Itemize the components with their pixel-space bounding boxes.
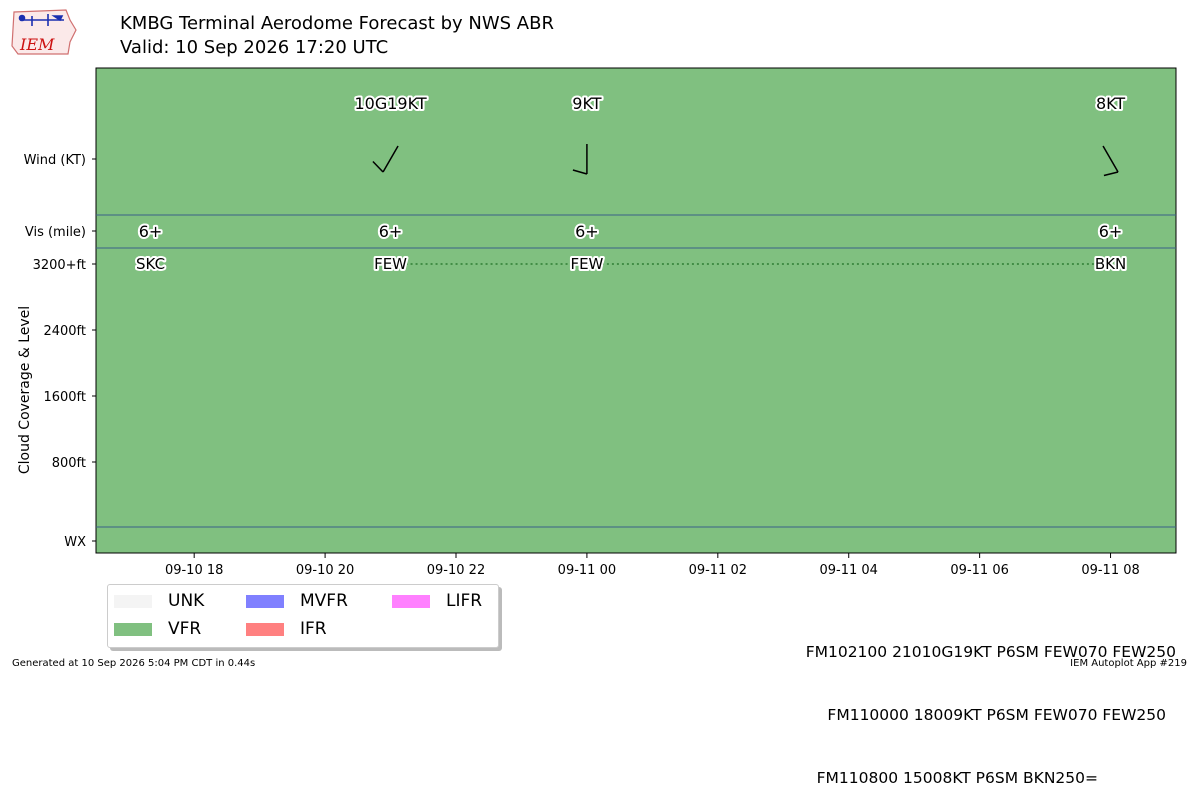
legend: UNK VFR MVFR IFR LIFR [107, 584, 499, 648]
y-label-cloud-800: 800ft [52, 456, 86, 471]
x-tick-label: 09-11 04 [820, 563, 878, 578]
visibility-label: 6+ [379, 222, 403, 241]
legend-swatch-unk [114, 594, 152, 608]
y-axis: Wind (KT) Vis (mile) 3200+ft 2400ft 1600… [24, 153, 96, 550]
y-label-cloud-3200: 3200+ft [33, 258, 86, 273]
raw-taf-line-2: FM110000 18009KT P6SM FEW070 FEW250 [827, 706, 1166, 724]
legend-swatch-mvfr [246, 594, 284, 608]
legend-item-ifr: IFR [246, 619, 327, 639]
legend-label-lifr: LIFR [446, 591, 483, 611]
cloud-coverage-label: BKN [1095, 255, 1126, 273]
x-axis: 09-10 18 09-10 20 09-10 22 09-11 00 09-11 02… [165, 553, 1140, 578]
x-tick-label: 09-10 22 [427, 563, 485, 578]
iowa-state-outline [11, 9, 77, 55]
legend-label-ifr: IFR [300, 619, 327, 639]
weather-station-icon [18, 14, 64, 26]
wind-speed-label: 10G19KT [354, 94, 426, 113]
x-tick-label: 09-11 00 [558, 563, 616, 578]
footer-app-id: IEM Autoplot App #219 [1070, 658, 1187, 669]
wind-barb-staff [382, 145, 399, 173]
wind-barb [1102, 145, 1119, 177]
taf-chart: Wind (KT) Vis (mile) 3200+ft 2400ft 1600… [17, 67, 1177, 578]
chart-title: KMBG Terminal Aerodome Forecast by NWS A… [120, 13, 554, 34]
wind-barb-staff [1102, 145, 1119, 173]
wind-barb [372, 145, 399, 173]
wind-barb-feather [1103, 171, 1119, 177]
raw-taf-line-1: FM102100 21010G19KT P6SM FEW070 FEW250 [805, 643, 1176, 661]
legend-swatch-ifr [246, 622, 284, 636]
iem-logo: IEM [11, 9, 77, 55]
x-tick-label: 09-11 02 [689, 563, 747, 578]
plot-area [95, 67, 1177, 554]
legend-swatch-lifr [392, 594, 430, 608]
legend-item-mvfr: MVFR [246, 591, 348, 611]
cloud-coverage-label: FEW [374, 255, 407, 273]
y-axis-title: Cloud Coverage & Level [17, 306, 33, 474]
y-label-vis: Vis (mile) [25, 225, 86, 240]
y-label-cloud-2400: 2400ft [43, 324, 86, 339]
raw-taf-line-3: FM110800 15008KT P6SM BKN250= [816, 769, 1098, 787]
y-label-wx: WX [64, 535, 86, 550]
legend-item-lifr: LIFR [392, 591, 482, 611]
x-tick-label: 09-10 18 [165, 563, 223, 578]
legend-label-unk: UNK [168, 591, 205, 611]
x-tick-label: 09-11 08 [1081, 563, 1139, 578]
visibility-label: 6+ [1099, 222, 1123, 241]
logo-text: IEM [19, 35, 55, 54]
wind-barbs [372, 144, 1119, 177]
wind-barb-feather [372, 161, 384, 173]
forecast-labels: 6+ SKC 10G19KT 6+ FEW 9KT 6+ FEW 8KT 6+ BKN [134, 92, 1128, 275]
x-tick-label: 09-11 06 [950, 563, 1008, 578]
legend-item-unk: UNK [114, 591, 204, 611]
legend-label-vfr: VFR [168, 619, 202, 639]
cloud-coverage-label: SKC [136, 255, 165, 273]
chart-valid-time: Valid: 10 Sep 2026 17:20 UTC [120, 37, 389, 58]
legend-item-vfr: VFR [114, 619, 201, 639]
footer-generated: Generated at 10 Sep 2026 5:04 PM CDT in … [12, 658, 256, 669]
wind-barb-feather [572, 169, 588, 175]
wind-speed-label: 9KT [572, 94, 601, 113]
raw-taf-text: FM102100 21010G19KT P6SM FEW070 FEW250 F… [806, 600, 1176, 810]
wind-barb [572, 144, 588, 175]
visibility-label: 6+ [575, 222, 599, 241]
wind-speed-label: 8KT [1096, 94, 1125, 113]
cloud-coverage-label: FEW [570, 255, 603, 273]
legend-swatch-vfr [114, 622, 152, 636]
x-tick-label: 09-10 20 [296, 563, 354, 578]
legend-label-mvfr: MVFR [300, 591, 348, 611]
y-label-cloud-1600: 1600ft [43, 390, 86, 405]
visibility-label: 6+ [139, 222, 163, 241]
y-label-wind: Wind (KT) [24, 153, 86, 168]
